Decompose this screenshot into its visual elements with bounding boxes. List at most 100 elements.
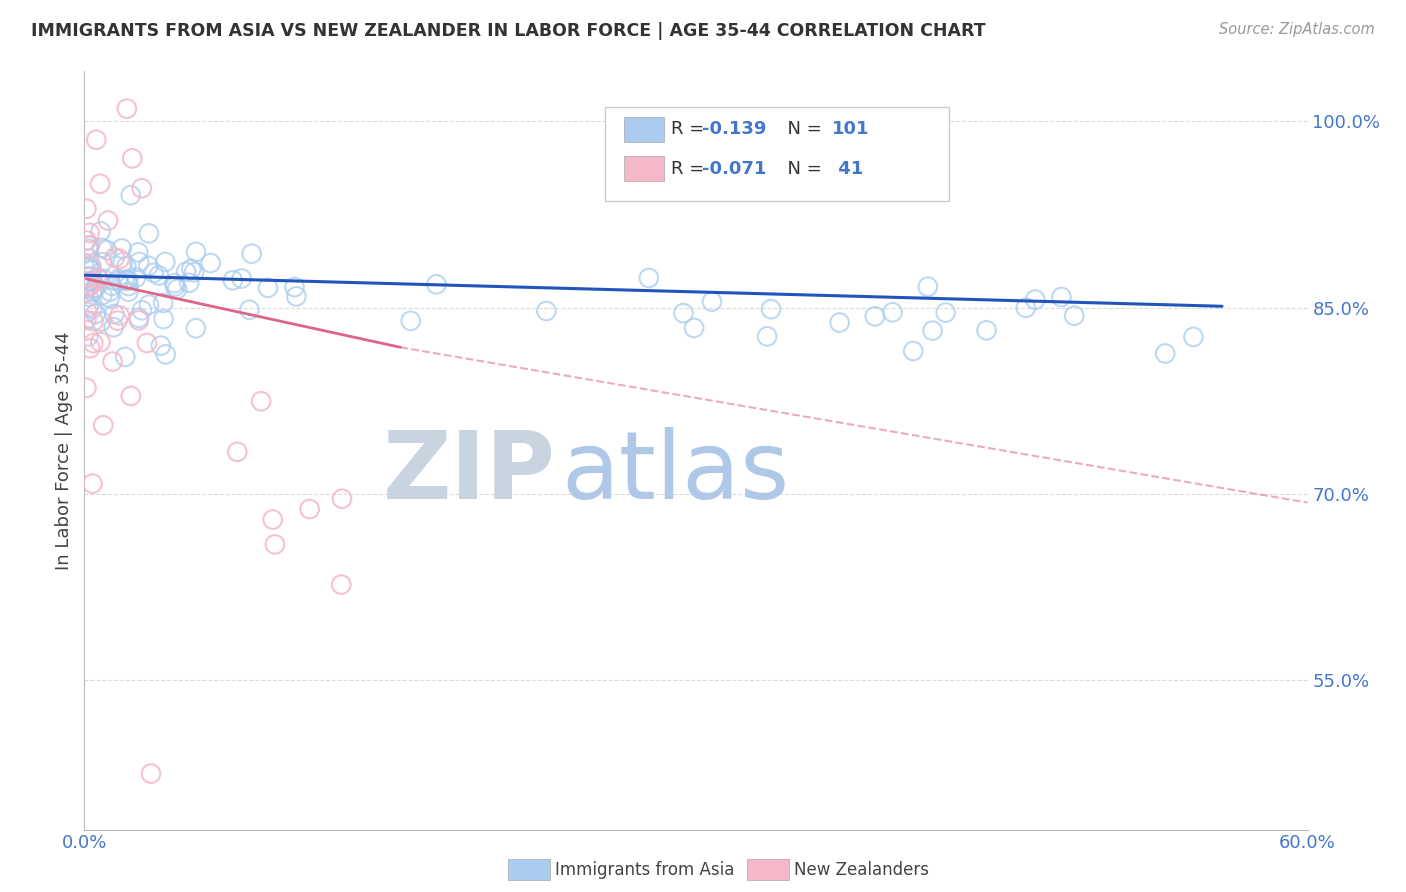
Point: [107, 272, 129, 286]
Point: [77, 274, 100, 288]
Point: [166, 282, 188, 296]
Point: [108, 274, 131, 288]
Point: [882, 305, 904, 319]
Point: [120, 188, 142, 202]
Point: [84, 281, 107, 295]
Text: Source: ZipAtlas.com: Source: ZipAtlas.com: [1219, 22, 1375, 37]
Point: [1063, 309, 1085, 323]
Point: [75, 381, 97, 395]
Point: [180, 261, 202, 276]
Point: [128, 255, 150, 269]
Point: [79, 226, 101, 240]
Point: [115, 260, 138, 274]
Point: [104, 251, 127, 265]
Point: [77, 238, 100, 252]
Point: [90, 314, 112, 328]
Point: [76, 305, 98, 319]
Point: [108, 309, 131, 323]
Text: IMMIGRANTS FROM ASIA VS NEW ZEALANDER IN LABOR FORCE | AGE 35-44 CORRELATION CHA: IMMIGRANTS FROM ASIA VS NEW ZEALANDER IN…: [31, 22, 986, 40]
Point: [98, 291, 121, 305]
Text: R =: R =: [671, 120, 710, 138]
Point: [79, 341, 101, 355]
Point: [756, 329, 779, 343]
Point: [700, 294, 723, 309]
Point: [283, 280, 305, 294]
Point: [226, 445, 249, 459]
Point: [91, 418, 114, 433]
Y-axis label: In Labor Force | Age 35-44: In Labor Force | Age 35-44: [55, 331, 73, 570]
Point: [89, 335, 111, 350]
Point: [200, 256, 222, 270]
Point: [117, 285, 139, 299]
Point: [80, 275, 103, 289]
Text: -0.071: -0.071: [702, 160, 766, 178]
Point: [863, 310, 886, 324]
Point: [128, 310, 150, 325]
Point: [84, 133, 107, 147]
Point: [90, 224, 112, 238]
Point: [120, 389, 142, 403]
Point: [152, 312, 174, 326]
Point: [77, 252, 100, 266]
Text: ZIP: ZIP: [382, 427, 555, 519]
Point: [917, 279, 939, 293]
Text: 101: 101: [832, 120, 870, 138]
Point: [637, 271, 659, 285]
Point: [285, 289, 308, 303]
Point: [101, 354, 124, 368]
Point: [1154, 346, 1177, 360]
Point: [77, 261, 100, 276]
Point: [976, 323, 998, 337]
Text: N =: N =: [776, 120, 828, 138]
Point: [111, 242, 134, 256]
Point: [80, 263, 103, 277]
Point: [79, 238, 101, 252]
Point: [174, 265, 197, 279]
Point: [399, 314, 422, 328]
Point: [82, 301, 104, 316]
Point: [115, 274, 138, 288]
Point: [1182, 330, 1205, 344]
Point: [222, 273, 245, 287]
Point: [91, 241, 114, 255]
Point: [901, 344, 924, 359]
Point: [152, 296, 174, 310]
Point: [184, 244, 207, 259]
Point: [77, 289, 100, 303]
Point: [155, 255, 177, 269]
Point: [238, 302, 260, 317]
Point: [250, 394, 273, 409]
Point: [1050, 290, 1073, 304]
Point: [77, 300, 100, 314]
Point: [114, 273, 136, 287]
Point: [77, 280, 100, 294]
Point: [77, 259, 100, 273]
Point: [155, 347, 177, 361]
Point: [121, 152, 143, 166]
Point: [149, 339, 172, 353]
Point: [82, 285, 104, 299]
Text: New Zealanders: New Zealanders: [794, 861, 929, 879]
Point: [536, 304, 558, 318]
Point: [107, 313, 129, 327]
Text: 41: 41: [832, 160, 863, 178]
Point: [75, 313, 97, 327]
Point: [128, 313, 150, 327]
Point: [77, 242, 100, 256]
Point: [75, 234, 97, 248]
Point: [183, 265, 205, 279]
Point: [136, 335, 159, 350]
Point: [138, 259, 160, 273]
Point: [921, 324, 943, 338]
Point: [257, 281, 280, 295]
Point: [672, 306, 695, 320]
Point: [114, 350, 136, 364]
Point: [82, 336, 104, 351]
Point: [98, 285, 121, 299]
Point: [111, 255, 134, 269]
Point: [330, 491, 353, 506]
Point: [828, 316, 851, 330]
Point: [82, 274, 104, 288]
Point: [91, 272, 114, 286]
Point: [138, 227, 160, 241]
